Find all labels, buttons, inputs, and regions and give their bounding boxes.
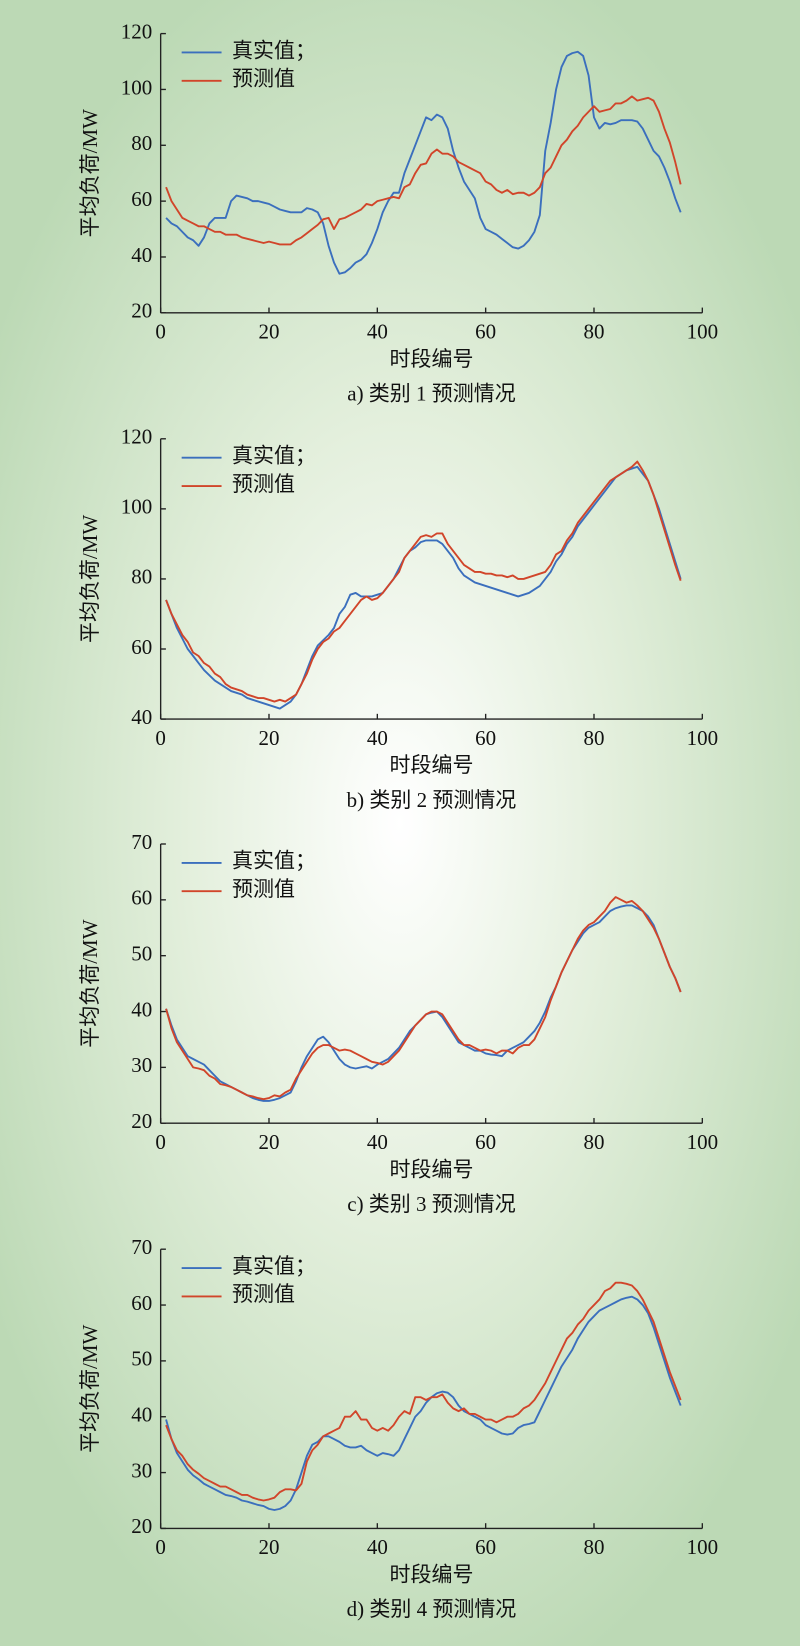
x-axis-label: 时段编号 — [390, 347, 474, 371]
x-tick-label: 40 — [367, 726, 388, 750]
y-tick-label: 100 — [121, 75, 152, 99]
x-tick-label: 80 — [584, 320, 605, 344]
y-tick-label: 120 — [121, 425, 152, 449]
legend-label: 真实值； — [232, 1254, 316, 1278]
y-tick-label: 30 — [131, 1053, 152, 1077]
y-tick-label: 70 — [131, 1235, 152, 1259]
x-axis-label: 时段编号 — [390, 1157, 474, 1181]
y-tick-label: 20 — [131, 1109, 152, 1133]
series-line — [165, 1281, 682, 1502]
x-tick-label: 40 — [367, 1535, 388, 1559]
series-line — [165, 460, 682, 703]
series-line — [165, 465, 682, 710]
legend-label: 预测值 — [232, 1282, 295, 1306]
y-tick-label: 60 — [131, 886, 152, 910]
x-tick-label: 60 — [475, 726, 496, 750]
x-tick-label: 100 — [687, 1130, 718, 1154]
subplot: 40 60 80 100 120 0 20 40 60 80 100 时段编号 平均负荷/MW b) 类别… — [78, 425, 718, 812]
y-axis-label: 平均负荷/MW — [78, 515, 102, 643]
legend-label: 真实值； — [232, 38, 316, 62]
x-tick-label: 60 — [475, 320, 496, 344]
x-axis-label: 时段编号 — [390, 1563, 474, 1587]
x-tick-label: 100 — [687, 726, 718, 750]
x-tick-label: 100 — [687, 1535, 718, 1559]
y-tick-label: 50 — [131, 942, 152, 966]
x-tick-label: 20 — [258, 1130, 279, 1154]
x-tick-label: 0 — [155, 1535, 166, 1559]
x-tick-label: 0 — [155, 726, 166, 750]
x-tick-label: 0 — [155, 1130, 166, 1154]
series-line — [165, 1295, 682, 1511]
x-tick-label: 80 — [584, 726, 605, 750]
subplot-title: c) 类别 3 预测情况 — [347, 1192, 515, 1216]
y-tick-label: 120 — [121, 19, 152, 43]
y-tick-label: 60 — [131, 1291, 152, 1315]
x-tick-label: 60 — [475, 1130, 496, 1154]
legend-label: 预测值 — [232, 67, 295, 91]
x-tick-label: 20 — [258, 320, 279, 344]
x-tick-label: 40 — [367, 1130, 388, 1154]
x-axis-label: 时段编号 — [390, 753, 474, 777]
legend-label: 预测值 — [232, 472, 295, 496]
x-tick-label: 80 — [584, 1535, 605, 1559]
x-tick-label: 20 — [258, 726, 279, 750]
series-line — [165, 904, 682, 1102]
series-line — [165, 50, 682, 275]
x-tick-label: 100 — [687, 320, 718, 344]
y-axis-label: 平均负荷/MW — [78, 109, 102, 237]
y-tick-label: 50 — [131, 1347, 152, 1371]
x-tick-label: 80 — [584, 1130, 605, 1154]
y-tick-label: 60 — [131, 187, 152, 211]
subplot-title: a) 类别 1 预测情况 — [347, 382, 515, 406]
y-tick-label: 40 — [131, 243, 152, 267]
legend-label: 真实值； — [232, 849, 316, 873]
y-axis-label: 平均负荷/MW — [78, 1325, 102, 1453]
subplot-title: b) 类别 2 预测情况 — [347, 788, 517, 812]
y-tick-label: 20 — [131, 1514, 152, 1538]
y-tick-label: 100 — [121, 495, 152, 519]
y-tick-label: 40 — [131, 997, 152, 1021]
y-tick-label: 60 — [131, 635, 152, 659]
x-tick-label: 40 — [367, 320, 388, 344]
x-tick-label: 60 — [475, 1535, 496, 1559]
y-tick-label: 70 — [131, 830, 152, 854]
y-tick-label: 80 — [131, 131, 152, 155]
subplot-title: d) 类别 4 预测情况 — [347, 1597, 517, 1621]
y-tick-label: 40 — [131, 1403, 152, 1427]
legend-label: 真实值； — [232, 444, 316, 468]
y-tick-label: 30 — [131, 1458, 152, 1482]
x-tick-label: 20 — [258, 1535, 279, 1559]
y-axis-label: 平均负荷/MW — [78, 919, 102, 1047]
series-line — [165, 95, 682, 246]
series-line — [165, 896, 682, 1101]
y-tick-label: 40 — [131, 705, 152, 729]
legend-label: 预测值 — [232, 877, 295, 901]
x-tick-label: 0 — [155, 320, 166, 344]
y-tick-label: 80 — [131, 565, 152, 589]
y-tick-label: 20 — [131, 299, 152, 323]
